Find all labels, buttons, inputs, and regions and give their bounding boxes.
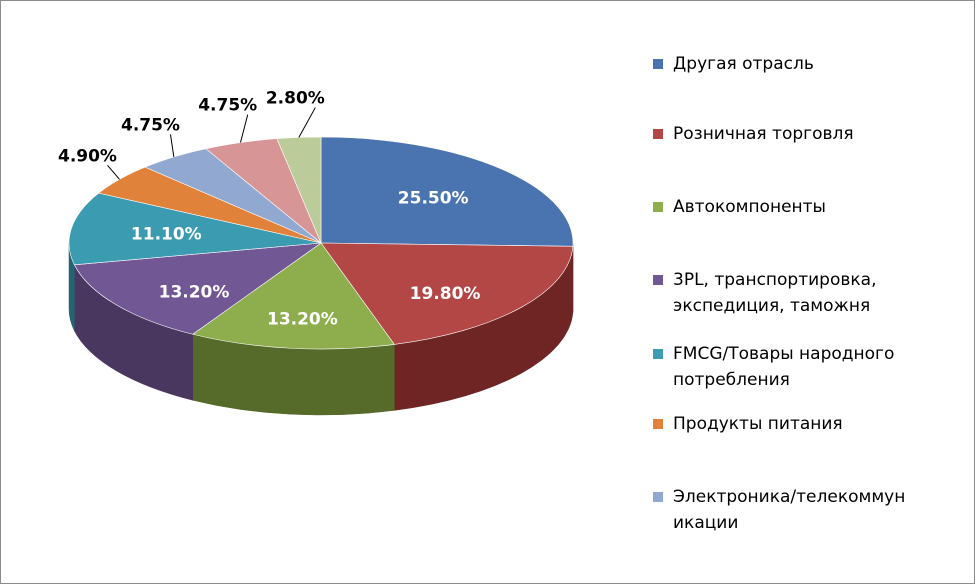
data-labels: 25.50%19.80%13.20%13.20%11.10%4.90%4.75%… [58, 89, 480, 330]
legend-swatch [653, 129, 663, 139]
data-label: 13.20% [159, 282, 230, 302]
data-label: 11.10% [131, 225, 202, 245]
legend-swatch [653, 492, 663, 502]
pie-slice [73, 242, 323, 335]
leader-line [107, 165, 120, 180]
legend-label: Продукты питания [673, 414, 843, 434]
data-label: 13.20% [267, 309, 338, 329]
pie-slice [192, 242, 395, 350]
legend-swatch [653, 202, 663, 212]
legend-swatch [653, 419, 663, 429]
pie-sides [68, 242, 574, 416]
data-label: 4.90% [58, 146, 117, 166]
leader-line [169, 134, 175, 158]
leader-line [240, 114, 249, 143]
leader-line [298, 107, 316, 138]
data-label: 19.80% [410, 284, 481, 304]
pie-tops [68, 136, 574, 350]
data-label: 4.75% [198, 96, 257, 116]
legend-label: Электроника/телекоммун икации [673, 487, 906, 533]
pie-slice [320, 242, 574, 345]
legend-label: FMCG/Товары народного потребления [673, 344, 895, 390]
pie-slice [68, 192, 322, 266]
legend-swatch [653, 275, 663, 285]
data-label: 25.50% [398, 188, 469, 208]
legend-swatch [653, 59, 663, 69]
pie-slice [320, 136, 574, 247]
legend-label: Розничная торговля [673, 124, 854, 144]
legend-label: 3PL, транспортировка, экспедиция, таможн… [673, 270, 877, 316]
legend-swatch [653, 349, 663, 359]
data-label: 2.80% [266, 89, 325, 109]
data-label: 4.75% [121, 115, 180, 135]
legend-label: Автокомпоненты [673, 197, 826, 217]
legend-label: Другая отрасль [673, 54, 814, 74]
